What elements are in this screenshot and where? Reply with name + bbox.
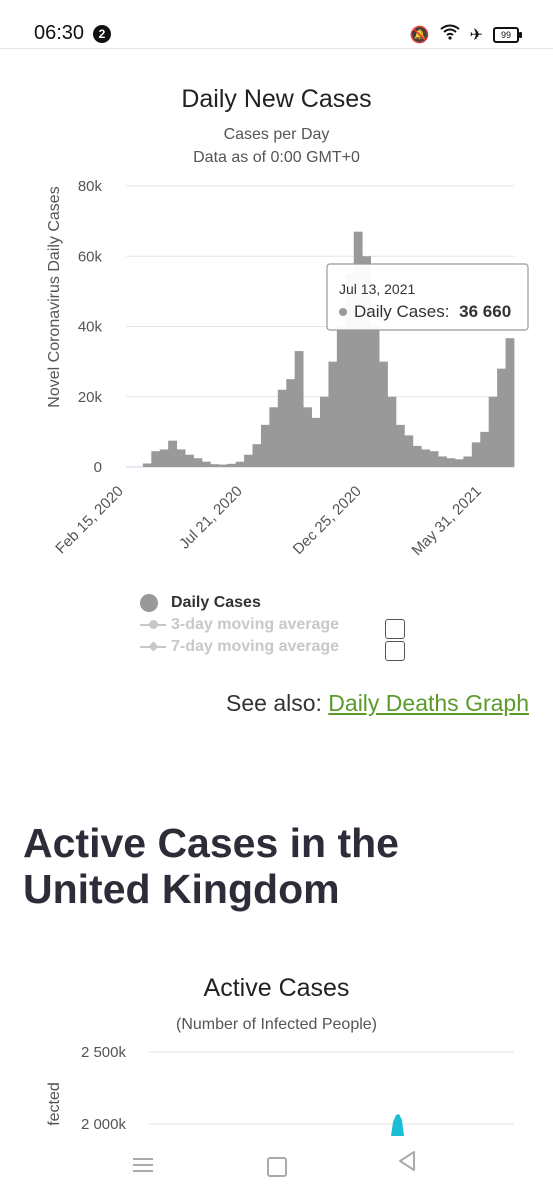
bar <box>488 396 498 467</box>
bar <box>168 440 178 467</box>
bar <box>286 379 296 467</box>
navigation-bar <box>0 1136 553 1200</box>
y-tick-label: 40k <box>78 319 103 336</box>
legend-marker-line-circle <box>140 620 166 629</box>
bar <box>412 445 422 467</box>
bar <box>421 449 431 467</box>
legend-item-3day-average[interactable]: 3-day moving average <box>140 614 339 636</box>
tooltip-label: Daily Cases: <box>354 302 449 321</box>
x-tick-label: Dec 25, 2020 <box>290 483 365 558</box>
chart-legend: Daily Cases 3-day moving average 7-day m… <box>140 592 339 658</box>
bar <box>404 435 414 467</box>
bar <box>244 454 253 467</box>
bar <box>320 396 329 467</box>
bar <box>260 424 270 467</box>
svg-text:Daily Cases: 36 660: Daily Cases: 36 660 <box>354 302 511 321</box>
legend-item-7day-average[interactable]: 7-day moving average <box>140 636 339 658</box>
tooltip-value: 36 660 <box>459 302 511 321</box>
bar <box>311 417 321 467</box>
daily-chart-subtitle: Cases per Day <box>223 126 330 143</box>
y-tick-label: 2 000k <box>81 1116 127 1133</box>
active-cases-series <box>391 1114 404 1136</box>
see-also: See also: Daily Deaths Graph <box>226 690 529 717</box>
tooltip-date: Jul 13, 2021 <box>339 281 415 297</box>
y-tick-label: 2 500k <box>81 1044 127 1061</box>
bar <box>345 273 355 467</box>
see-also-prefix: See also: <box>226 690 329 716</box>
bar <box>185 454 194 467</box>
x-tick-label: Feb 15, 2020 <box>52 483 127 558</box>
mute-bell-icon: 🔕 <box>409 26 430 44</box>
checkbox-7day-average[interactable] <box>385 641 405 661</box>
bar <box>336 326 346 467</box>
legend-item-daily-cases[interactable]: Daily Cases <box>140 592 339 614</box>
y-tick-label: 80k <box>78 178 103 195</box>
legend-marker-circle <box>140 594 158 612</box>
wifi-icon <box>439 24 460 45</box>
bar <box>218 464 228 467</box>
active-y-axis-label: fected <box>46 1082 63 1126</box>
back-icon[interactable] <box>397 1150 417 1178</box>
bar <box>362 256 372 467</box>
airplane-icon: ✈ <box>469 26 483 44</box>
bar <box>438 456 447 467</box>
daily-cases-chart[interactable]: 0 20k 40k 60k 80k Feb 15, 2020 Jul 21, 2020 De… <box>0 170 553 590</box>
bar <box>387 396 397 467</box>
bar <box>142 463 152 467</box>
bar <box>269 407 279 467</box>
bar <box>480 431 490 467</box>
x-tick-label: Jul 21, 2020 <box>176 483 246 553</box>
status-time: 06:30 <box>34 22 85 44</box>
bar <box>379 361 388 467</box>
legend-label-7day: 7-day moving average <box>171 638 340 655</box>
daily-deaths-graph-link[interactable]: Daily Deaths Graph <box>328 690 529 716</box>
bar <box>395 424 405 467</box>
bar <box>471 442 481 467</box>
notification-badge: 2 <box>93 25 111 43</box>
bar <box>159 449 169 467</box>
y-tick-label: 0 <box>94 459 102 476</box>
bar <box>446 458 456 467</box>
bar <box>235 461 245 467</box>
x-tick-label: May 31, 2021 <box>409 483 485 559</box>
tooltip-marker <box>339 308 347 316</box>
bar <box>193 458 203 467</box>
bar <box>210 464 220 467</box>
bar <box>176 449 186 467</box>
bar <box>463 456 473 467</box>
battery-icon: 99 <box>493 26 522 43</box>
bar <box>294 351 304 467</box>
home-icon[interactable] <box>267 1157 287 1177</box>
status-icons: 🔕 ✈ 99 <box>409 24 522 45</box>
daily-chart-subtitle-2: Data as of 0:00 GMT+0 <box>193 149 360 166</box>
recent-apps-icon[interactable] <box>133 1154 153 1176</box>
bar <box>353 231 363 467</box>
bar <box>454 459 464 467</box>
bar <box>303 407 312 467</box>
chart-tooltip: Jul 13, 2021 Daily Cases: 36 660 <box>326 263 529 331</box>
bar <box>429 451 439 467</box>
bar <box>370 326 380 467</box>
status-bar: 06:30 2 🔕 ✈ 99 <box>0 0 553 49</box>
daily-chart-title: Daily New Cases <box>181 85 372 113</box>
bar <box>151 451 161 467</box>
bar <box>252 444 262 467</box>
bar <box>227 463 237 467</box>
bar <box>505 338 515 467</box>
legend-marker-line-diamond <box>140 641 166 652</box>
active-cases-chart[interactable]: 2 000k 2 500k fected <box>0 1040 553 1136</box>
bar <box>328 361 338 467</box>
bar <box>201 461 211 467</box>
section-heading: Active Cases in the United Kingdom <box>23 820 399 912</box>
active-chart-title: Active Cases <box>203 974 350 1002</box>
active-chart-subtitle: (Number of Infected People) <box>176 1016 377 1033</box>
bar <box>497 368 506 467</box>
y-tick-label: 60k <box>78 248 103 265</box>
legend-label-3day: 3-day moving average <box>171 616 340 633</box>
y-axis-label: Novel Coronavirus Daily Cases <box>46 186 63 407</box>
legend-label-daily: Daily Cases <box>171 594 261 611</box>
bar <box>277 389 287 467</box>
checkbox-3day-average[interactable] <box>385 619 405 639</box>
y-tick-label: 20k <box>78 389 103 406</box>
